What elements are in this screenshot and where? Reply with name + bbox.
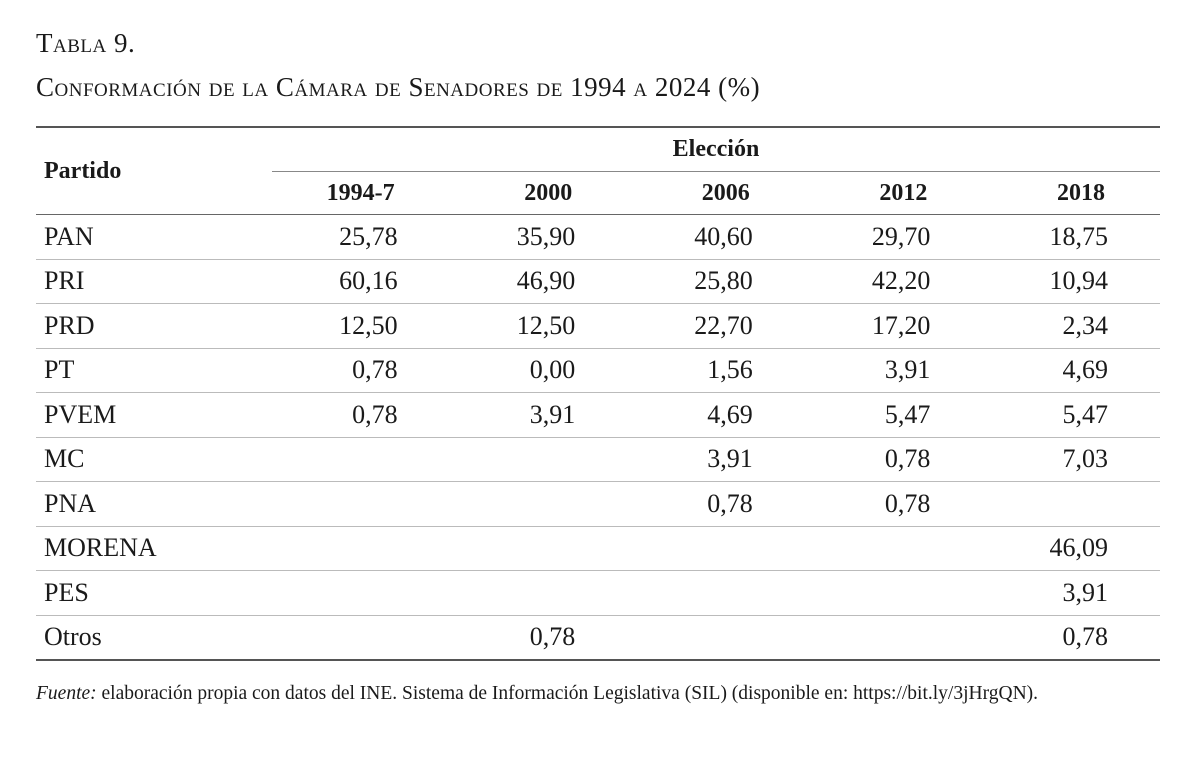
seat-share-cell: 25,80 [627, 259, 805, 304]
table-label: Tabla 9. [36, 28, 136, 58]
seat-share-cell: 5,47 [804, 392, 983, 438]
seat-share-cell: 3,91 [982, 570, 1160, 616]
party-name: PAN [36, 214, 272, 260]
seat-share-cell: 0,78 [804, 437, 983, 482]
year-header: 2018 [982, 171, 1160, 215]
seat-share-cell: 0,78 [1062, 622, 1109, 652]
seat-share-cell: 12,50 [449, 303, 628, 349]
seat-share-cell: 12,50 [272, 303, 450, 349]
seat-share-cell: 3,91 [449, 392, 628, 438]
seat-share-cell [272, 615, 450, 660]
seat-share-cell: 42,20 [804, 259, 983, 304]
seat-share-cell: 18,75 [982, 214, 1160, 260]
table-row: MORENA 46,09 [36, 526, 1160, 571]
table-caption: Conformación de la Cámara de Senadores d… [36, 72, 761, 102]
seat-share-cell: 40,60 [627, 214, 805, 260]
table-row: PVEM 0,78 3,91 4,69 5,47 5,47 [36, 392, 1160, 438]
seat-share-cell: 60,16 [272, 259, 450, 304]
election-header: Elección [272, 127, 1160, 172]
seat-share-cell: 0,78 [272, 392, 450, 438]
seat-share-cell: 46,90 [449, 259, 628, 304]
seat-share-cell: 4,69 [627, 392, 805, 438]
seat-share-cell: 1,56 [627, 348, 805, 393]
seat-share-cell [272, 437, 450, 482]
seat-share-cell [627, 570, 805, 616]
table-row: PT 0,78 0,00 1,56 3,91 4,69 [36, 348, 1160, 393]
seat-share-cell [982, 481, 1160, 527]
source-text: elaboración propia con datos del INE. Si… [96, 683, 1039, 704]
party-name: MC [36, 437, 272, 482]
party-name: Otros [44, 622, 102, 652]
seat-share-cell [272, 481, 450, 527]
seat-share-cell [805, 615, 983, 660]
year-header: 2006 [627, 171, 805, 215]
seat-share-cell: 4,69 [982, 348, 1160, 393]
seat-share-cell [272, 570, 450, 616]
seat-share-cell [449, 570, 628, 616]
source-label: Fuente: [36, 683, 97, 704]
party-header: Partido [36, 127, 272, 215]
table-row: MC 3,91 0,78 7,03 [36, 437, 1160, 482]
seat-share-cell: 25,78 [272, 214, 450, 260]
table-row: PNA 0,78 0,78 [36, 481, 1160, 527]
seat-share-cell: 2,34 [982, 303, 1160, 349]
seat-share-cell: 46,09 [982, 526, 1160, 571]
seat-share-cell: 0,78 [804, 481, 983, 527]
seat-share-cell [449, 437, 628, 482]
year-header: 1994-7 [272, 171, 450, 215]
table-row: PRI 60,16 46,90 25,80 42,20 10,94 [36, 259, 1160, 304]
seat-share-cell: 22,70 [627, 303, 805, 349]
table-row: PRD 12,50 12,50 22,70 17,20 2,34 [36, 303, 1160, 349]
year-header: 2012 [804, 171, 983, 215]
seat-share-cell: 0,78 [529, 622, 576, 652]
seat-share-cell: 0,78 [272, 348, 450, 393]
table-row: PAN 25,78 35,90 40,60 29,70 18,75 [36, 214, 1160, 260]
party-name: PT [36, 348, 272, 393]
seat-share-cell [627, 615, 805, 660]
seat-share-cell [272, 526, 450, 571]
seat-share-cell: 7,03 [982, 437, 1160, 482]
party-name: PVEM [36, 392, 272, 438]
source-note: Fuente: elaboración propia con datos del… [36, 680, 1160, 708]
party-name: PNA [36, 481, 272, 527]
table-row: Otros 0,78 0,78 [36, 615, 1160, 660]
party-name: MORENA [36, 526, 272, 571]
seat-share-cell [627, 526, 805, 571]
party-name: PRI [36, 259, 272, 304]
seat-share-cell [449, 481, 628, 527]
seat-share-cell: 29,70 [804, 214, 983, 260]
seat-share-cell [804, 526, 983, 571]
seat-share-cell: 35,90 [449, 214, 628, 260]
year-header: 2000 [449, 171, 628, 215]
seat-share-cell [804, 570, 983, 616]
seat-share-cell: 3,91 [627, 437, 805, 482]
seat-share-cell: 10,94 [982, 259, 1160, 304]
table-row: PES 3,91 [36, 570, 1160, 616]
party-name: PES [36, 570, 272, 616]
seat-share-cell: 5,47 [982, 392, 1160, 438]
seat-share-cell: 3,91 [804, 348, 983, 393]
party-name: PRD [36, 303, 272, 349]
seat-share-cell: 0,00 [449, 348, 628, 393]
seat-share-cell: 0,78 [627, 481, 805, 527]
seat-share-cell [449, 526, 628, 571]
senate-composition-table: Partido Elección 1994-7 2000 2006 2012 2018 … [36, 126, 1160, 661]
seat-share-cell: 17,20 [804, 303, 983, 349]
